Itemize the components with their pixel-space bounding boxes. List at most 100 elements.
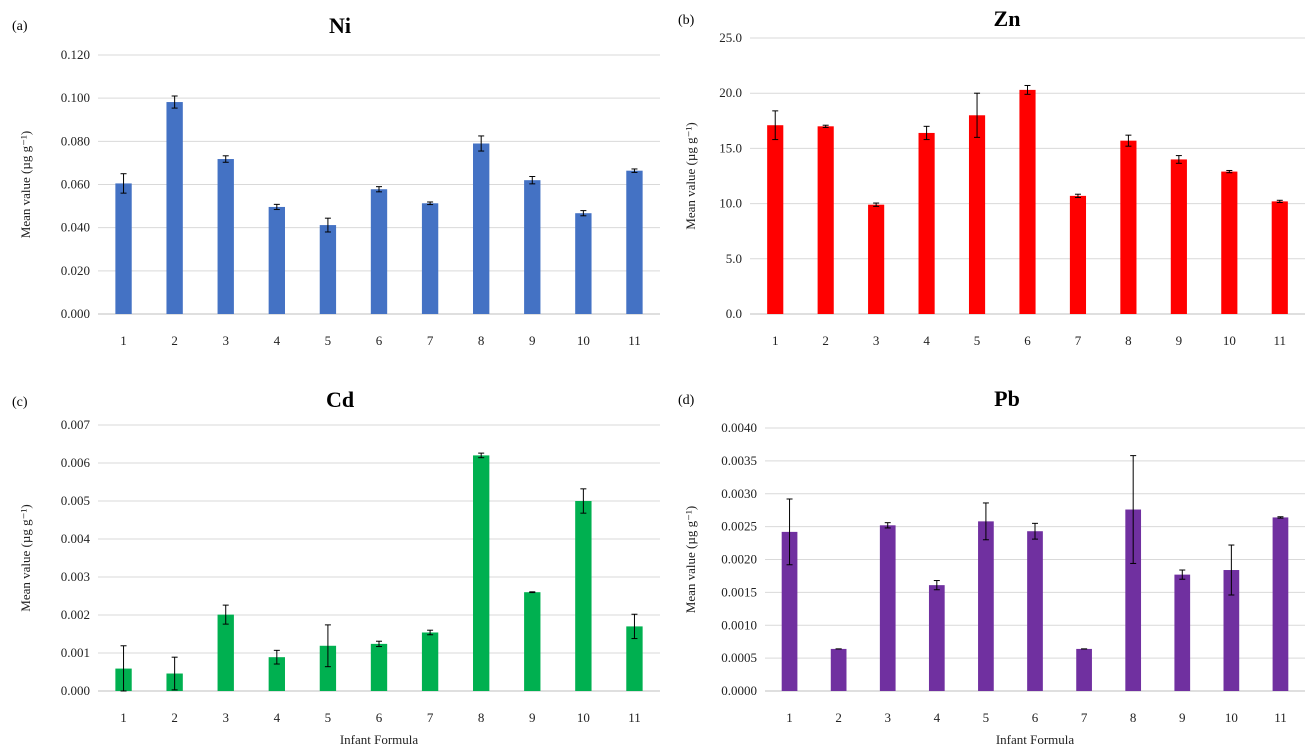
- bar-6: [1027, 531, 1043, 691]
- bar-5: [968, 115, 986, 314]
- bar-8: [1120, 140, 1137, 314]
- error-bar-3: [884, 522, 891, 529]
- bar-10: [575, 501, 592, 691]
- bar-8: [473, 143, 490, 314]
- error-bar-3: [222, 604, 229, 625]
- error-bar-4: [923, 125, 930, 141]
- y-axis-label: Mean value (µg g⁻¹): [18, 504, 33, 611]
- error-bar-9: [1179, 569, 1186, 580]
- bar-9: [1170, 159, 1187, 314]
- y-tick-label: 5.0: [726, 251, 742, 266]
- error-bar-1: [120, 173, 127, 194]
- x-tick-label: 3: [884, 710, 891, 725]
- x-tick-label: 4: [274, 710, 281, 725]
- error-bar-6: [1024, 84, 1031, 95]
- error-bar-4: [273, 649, 280, 665]
- x-tick-label: 7: [427, 710, 434, 725]
- x-tick-label: 9: [529, 333, 536, 348]
- x-tick-label: 9: [1176, 333, 1183, 348]
- bar-3: [879, 525, 896, 691]
- x-tick-label: 8: [1130, 710, 1137, 725]
- y-tick-label: 0.002: [61, 607, 90, 622]
- error-bar-6: [1032, 522, 1038, 540]
- x-axis-label: Infant Formula: [340, 732, 419, 747]
- error-bar-5: [324, 217, 331, 233]
- error-bar-9: [529, 591, 536, 594]
- chart-panel-cd: (c) Cd 0.000 0.001 0.002 0.003 0.004 0.005 0.006…: [12, 387, 660, 747]
- bar-10: [1223, 570, 1240, 691]
- x-tick-label: 3: [873, 333, 880, 348]
- chart-title: Ni: [329, 13, 351, 38]
- x-tick-label: 4: [923, 333, 930, 348]
- bar-8: [1125, 509, 1142, 691]
- error-bar-8: [478, 135, 485, 152]
- error-bar-6: [376, 186, 382, 193]
- y-tick-label: 0.0000: [721, 683, 757, 698]
- y-tick-label: 0.0040: [721, 420, 757, 435]
- error-bar-10: [1228, 544, 1235, 596]
- x-tick-label: 2: [822, 333, 829, 348]
- x-tick-label: 10: [1223, 333, 1236, 348]
- y-tick-label: 0.0: [726, 306, 742, 321]
- x-tick-label: 2: [835, 710, 842, 725]
- error-bar-2: [822, 124, 829, 128]
- error-bar-7: [1074, 193, 1081, 199]
- bar-4: [918, 132, 935, 314]
- x-tick-label: 2: [171, 710, 178, 725]
- x-tick-label: 11: [628, 333, 641, 348]
- x-tick-label: 9: [529, 710, 536, 725]
- y-tick-label: 0.001: [61, 645, 90, 660]
- x-tick-label: 6: [376, 710, 383, 725]
- y-tick-label: 10.0: [719, 196, 742, 211]
- x-tick-label: 11: [628, 710, 641, 725]
- bar-6: [1019, 89, 1036, 314]
- y-tick-label: 0.0015: [721, 584, 757, 599]
- y-axis-label: Mean value (µg g⁻¹): [18, 131, 33, 238]
- panel-label: (a): [12, 19, 28, 34]
- bar-3: [217, 159, 234, 314]
- bar-9: [524, 180, 541, 314]
- x-tick-label: 6: [376, 333, 383, 348]
- x-tick-label: 7: [1081, 710, 1088, 725]
- x-tick-label: 6: [1024, 333, 1031, 348]
- y-tick-label: 0.000: [61, 306, 90, 321]
- error-bar-11: [631, 168, 638, 173]
- error-bar-3: [222, 155, 229, 163]
- y-tick-label: 0.020: [61, 263, 90, 278]
- x-tick-label: 1: [772, 333, 779, 348]
- bar-5: [978, 521, 994, 691]
- x-tick-label: 10: [577, 710, 590, 725]
- x-tick-label: 8: [478, 333, 485, 348]
- bar-2: [830, 648, 847, 691]
- x-tick-label: 5: [983, 710, 990, 725]
- bar-6: [370, 189, 388, 314]
- error-bar-3: [873, 202, 880, 207]
- x-tick-label: 1: [120, 333, 127, 348]
- y-tick-label: 0.0010: [721, 617, 757, 632]
- y-tick-label: 0.003: [61, 569, 90, 584]
- error-bar-5: [324, 624, 331, 668]
- y-tick-label: 0.004: [61, 531, 91, 546]
- error-bar-2: [171, 95, 178, 109]
- x-tick-label: 6: [1032, 710, 1039, 725]
- bar-11: [626, 626, 643, 691]
- bar-9: [524, 592, 541, 691]
- y-tick-label: 0.0020: [721, 552, 757, 567]
- error-bar-6: [376, 640, 382, 648]
- bar-7: [421, 203, 439, 314]
- x-tick-label: 2: [171, 333, 178, 348]
- error-bar-11: [631, 613, 638, 640]
- bar-10: [575, 213, 592, 314]
- y-tick-label: 25.0: [719, 30, 742, 45]
- x-tick-label: 7: [1075, 333, 1082, 348]
- bar-4: [268, 657, 285, 691]
- bar-11: [1271, 201, 1288, 314]
- x-tick-label: 5: [325, 333, 332, 348]
- panel-label: (c): [12, 395, 28, 410]
- error-bar-7: [427, 629, 434, 636]
- error-bar-1: [772, 110, 779, 141]
- x-tick-label: 4: [274, 333, 281, 348]
- chart-panel-ni: (a) Ni 0.000 0.020 0.040 0.060 0.080 0.100 0.120…: [12, 13, 660, 348]
- bar-4: [268, 206, 285, 314]
